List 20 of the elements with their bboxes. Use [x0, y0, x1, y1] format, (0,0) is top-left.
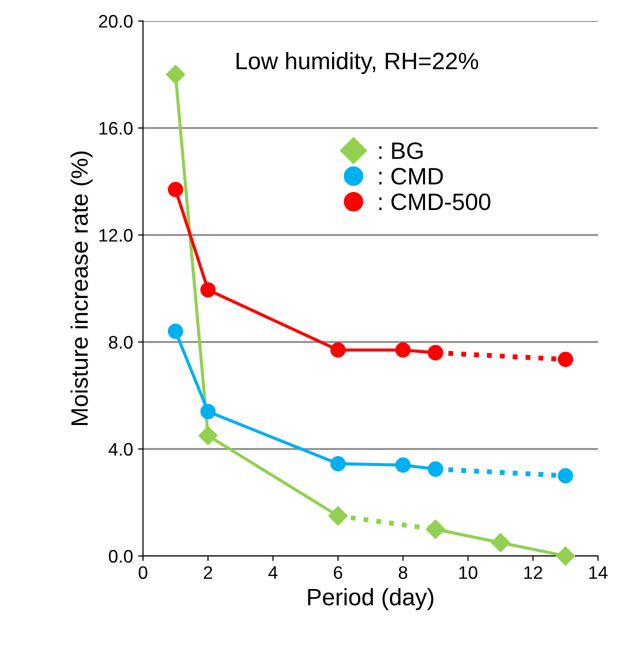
x-tick-label: 12 [524, 566, 542, 579]
annotation: Low humidity, RH=22% [236, 52, 478, 74]
legend-label: : BG [379, 142, 423, 160]
y-tick-label: 4.0 [108, 442, 133, 456]
y-axis-title: Moisture increase rate (%) [70, 152, 93, 425]
x-axis-title: Period (day) [308, 588, 434, 610]
x-tick-label: 6 [334, 566, 342, 579]
legend-label: : CMD-500 [379, 193, 490, 210]
x-tick-label: 10 [459, 566, 478, 579]
x-tick-label: 8 [398, 566, 408, 579]
y-tick-label: 16.0 [100, 122, 133, 135]
x-tick-label: 4 [268, 566, 278, 579]
y-tick-label: 8.0 [108, 336, 133, 349]
x-tick-label: 14 [589, 566, 608, 579]
x-tick-label: 2 [204, 566, 212, 579]
legend-label: : CMD [379, 168, 443, 185]
y-tick-label: 0.0 [108, 550, 133, 563]
y-tick-label: 12.0 [100, 228, 133, 242]
x-tick-label: 0 [138, 566, 148, 579]
y-tick-label: 20.0 [99, 14, 133, 28]
